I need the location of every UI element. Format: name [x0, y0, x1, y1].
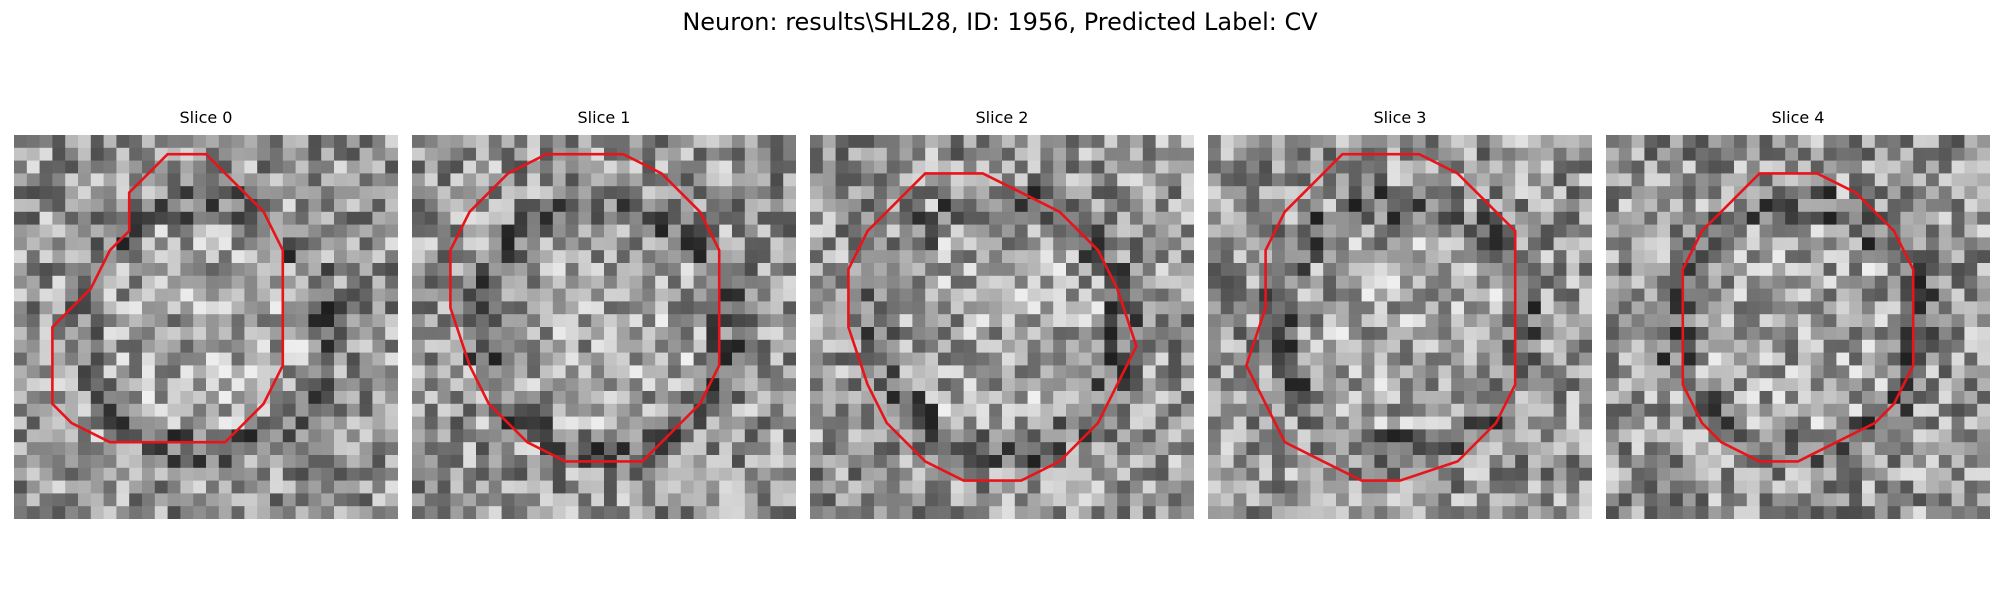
slice-title: Slice 1: [577, 108, 631, 127]
slice-title: Slice 3: [1373, 108, 1427, 127]
roi-contour: [1681, 172, 1915, 463]
roi-contour: [1244, 152, 1517, 482]
slice-image: [412, 135, 796, 519]
roi-contour: [847, 172, 1138, 482]
roi-contour: [449, 152, 721, 463]
slice-image: [1606, 135, 1990, 519]
slice-title: Slice 4: [1771, 108, 1825, 127]
slice-image: [810, 135, 1194, 519]
slice-image: [1208, 135, 1592, 519]
figure-title: Neuron: results\SHL28, ID: 1956, Predict…: [682, 8, 1318, 36]
slice-title: Slice 2: [975, 108, 1029, 127]
slice-title: Slice 0: [179, 108, 233, 127]
roi-contour: [51, 152, 285, 444]
slice-image: [14, 135, 398, 519]
